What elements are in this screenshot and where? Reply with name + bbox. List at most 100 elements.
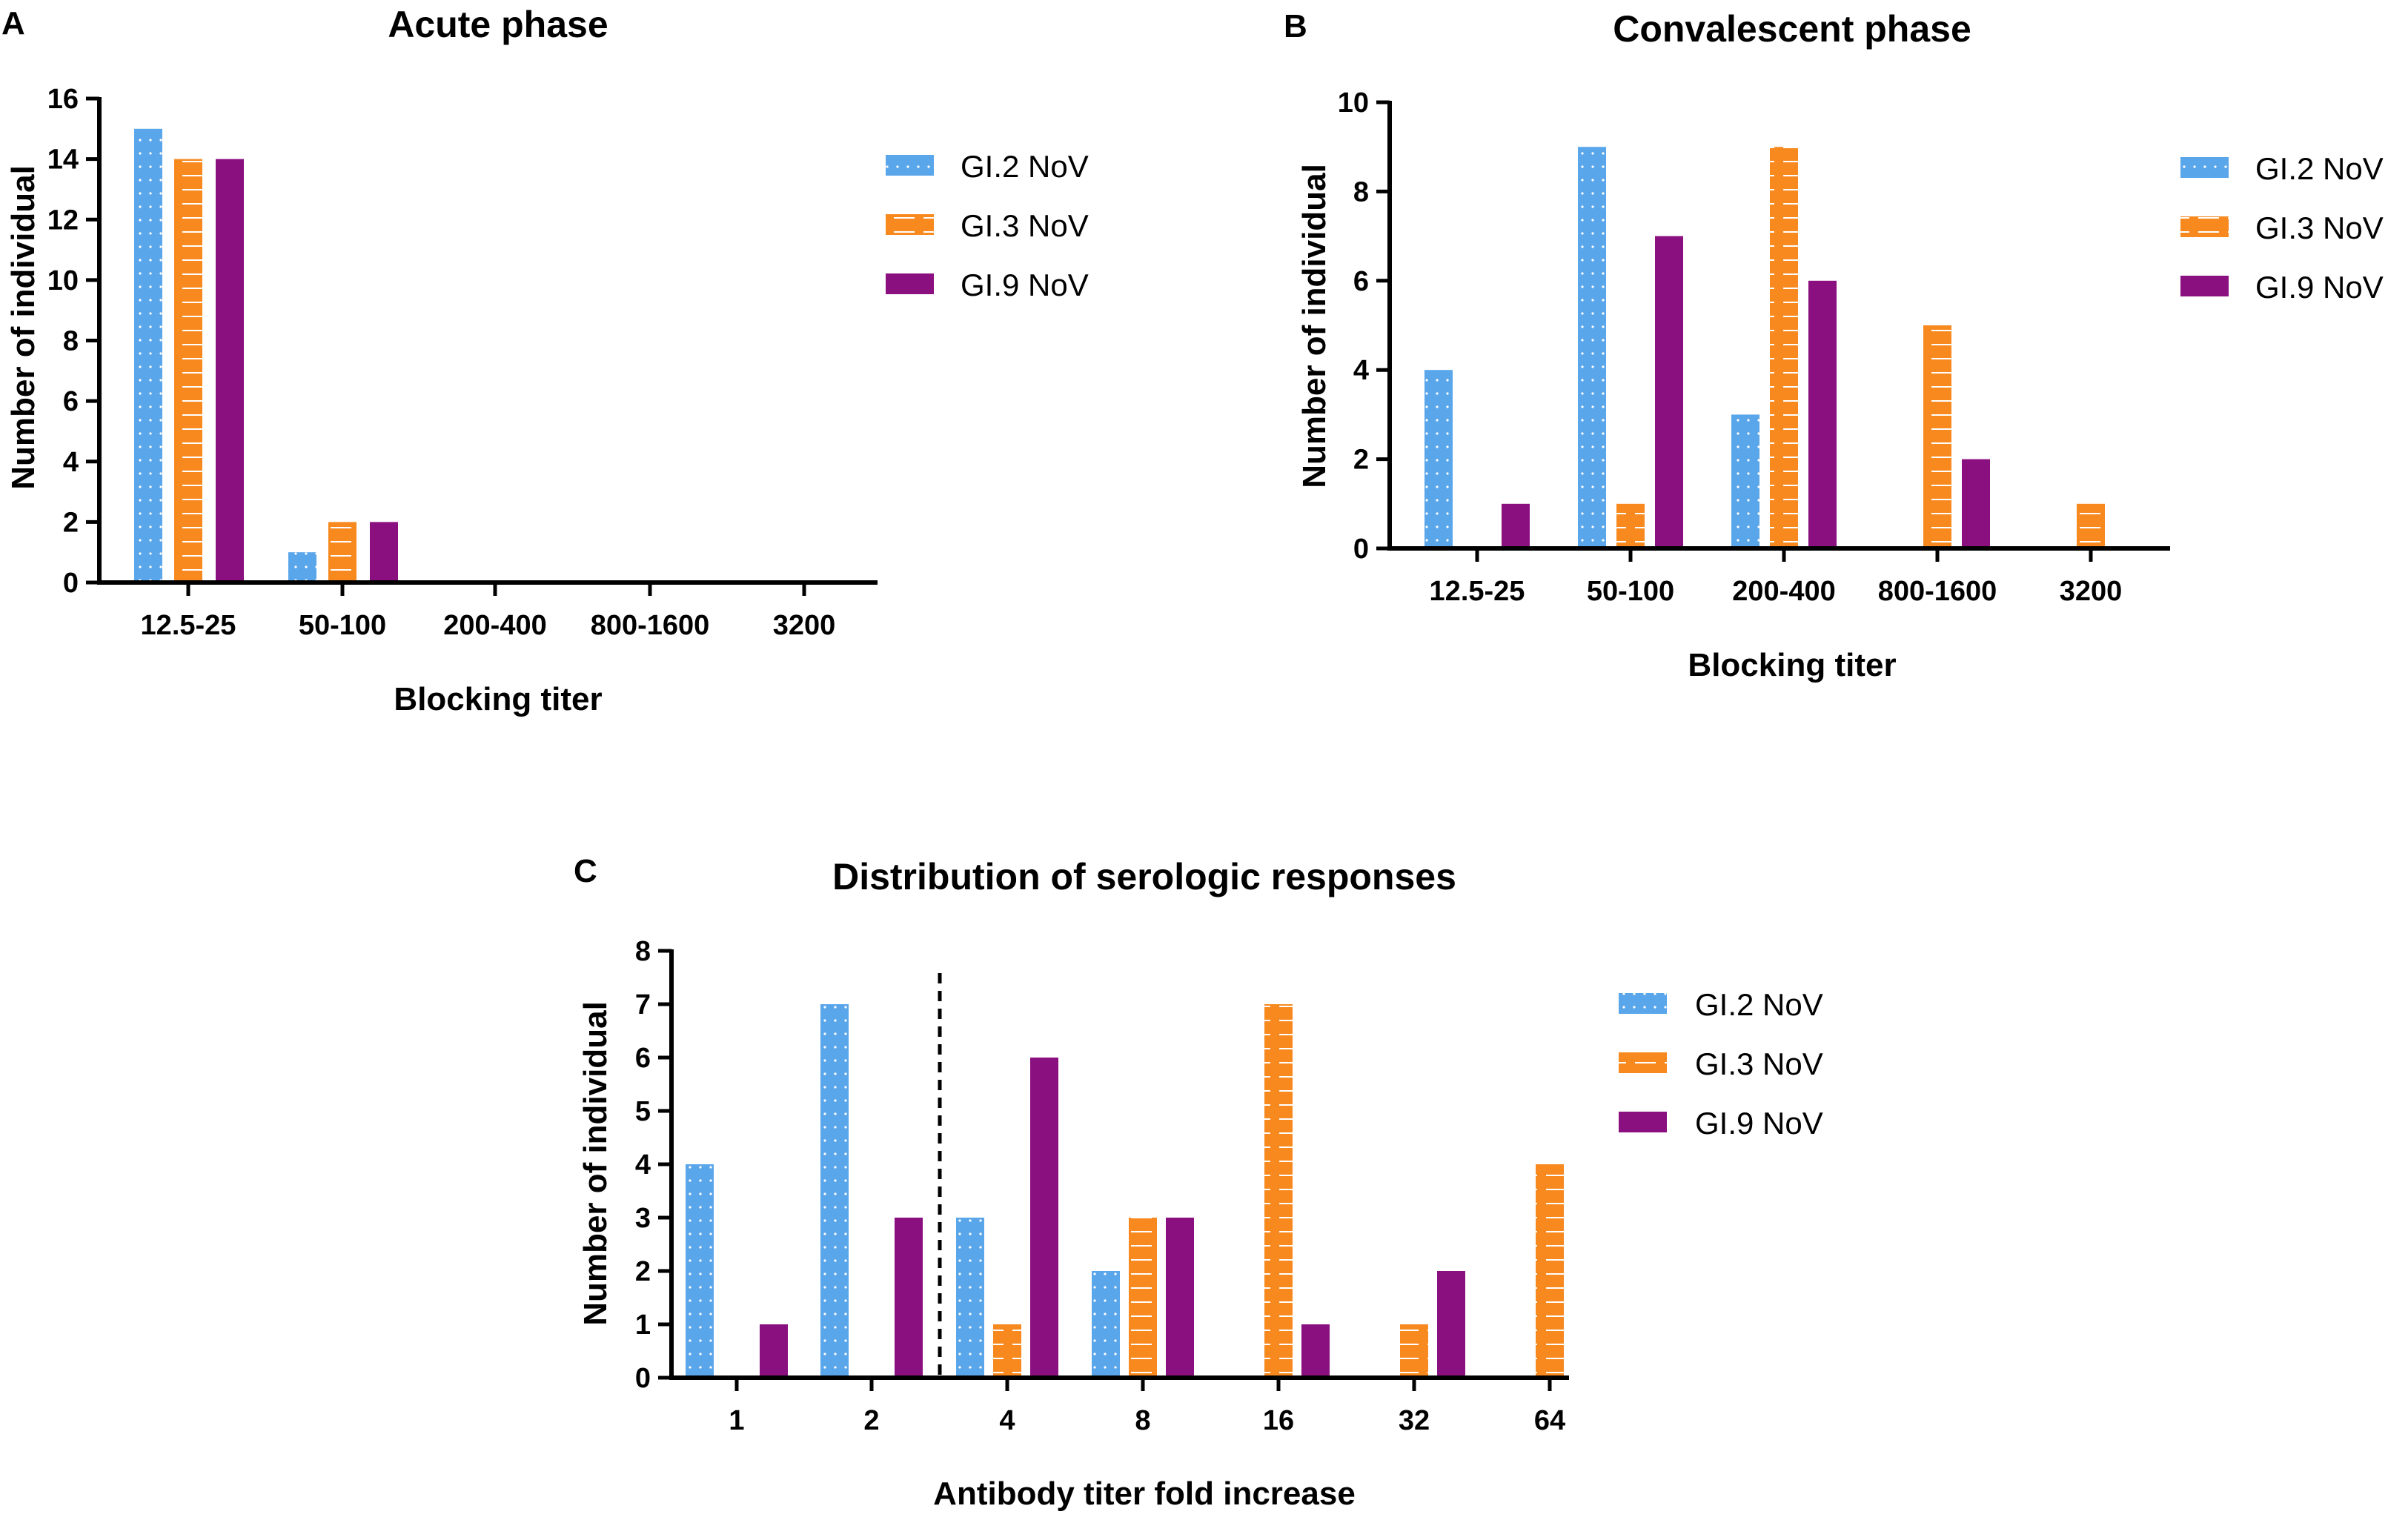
legend-swatch: [1619, 1112, 1667, 1132]
bar: [1030, 1058, 1058, 1378]
legend-label: GI.3 NoV: [1695, 1046, 1823, 1081]
panel-letter: B: [1284, 8, 1307, 44]
y-tick-label: 6: [635, 1043, 651, 1074]
legend: GI.2 NoV GI.3 NoV GI.9 NoV: [1619, 987, 1823, 1141]
legend-swatch: [886, 214, 934, 235]
bar: [1092, 1271, 1120, 1378]
bar: [174, 159, 202, 583]
bar: [370, 522, 398, 583]
bar: [1301, 1324, 1330, 1378]
axes: 0 2 4 6 8 10 12.5-25 50-100 200-400 800-1600 3200: [1338, 87, 2170, 607]
x-tick-label: 3200: [773, 610, 836, 641]
bar: [288, 552, 316, 583]
bars: [1424, 147, 2105, 548]
bar: [1437, 1271, 1465, 1378]
x-tick-label: 8: [1135, 1405, 1150, 1436]
x-tick-label: 64: [1534, 1405, 1565, 1436]
y-tick-label: 6: [1353, 266, 1369, 297]
legend-label: GI.9 NoV: [2255, 270, 2384, 305]
legend-label: GI.2 NoV: [2255, 151, 2384, 186]
legend-swatch: [2180, 276, 2229, 296]
legend-label: GI.3 NoV: [2255, 210, 2384, 245]
legend-swatch: [886, 273, 934, 294]
bar: [820, 1004, 849, 1378]
y-tick-label: 4: [63, 447, 79, 478]
y-tick-label: 10: [1338, 87, 1369, 119]
panel-letter: C: [574, 853, 597, 889]
panel-a: A Acute phase Number of individual Block…: [1, 4, 1089, 717]
y-tick-label: 4: [1353, 355, 1369, 386]
legend-swatch: [1619, 1052, 1667, 1073]
y-tick-label: 12: [47, 205, 79, 236]
bar: [1616, 503, 1645, 548]
bar: [1808, 280, 1837, 548]
y-tick-label: 0: [1353, 534, 1369, 565]
chart-title: Acute phase: [388, 4, 608, 45]
legend: GI.2 NoV GI.3 NoV GI.9 NoV: [2180, 151, 2384, 305]
bar: [2077, 503, 2105, 548]
bar: [956, 1218, 984, 1378]
bar: [328, 522, 356, 583]
y-tick-label: 16: [47, 84, 79, 115]
y-axis-label: Number of individual: [577, 1001, 614, 1326]
y-tick-label: 6: [63, 386, 79, 417]
bar: [686, 1164, 714, 1378]
legend-label: GI.3 NoV: [961, 208, 1089, 243]
y-tick-label: 8: [1353, 176, 1369, 208]
legend: GI.2 NoV GI.3 NoV GI.9 NoV: [886, 149, 1089, 302]
y-tick-label: 7: [635, 989, 651, 1020]
x-tick-label: 4: [999, 1405, 1015, 1436]
bar: [216, 159, 244, 583]
legend-swatch: [886, 155, 934, 176]
bar: [1731, 414, 1759, 548]
legend-swatch: [1619, 993, 1667, 1014]
bars: [686, 1004, 1564, 1378]
chart-title: Convalescent phase: [1613, 8, 1971, 50]
y-axis-label: Number of individual: [1296, 164, 1333, 488]
x-axis-label: Antibody titer fold increase: [933, 1476, 1356, 1512]
y-tick-label: 0: [63, 568, 79, 599]
axes: 0 1 2 3 4 5 6 7 8 1 2 4 8 16 32 64: [635, 936, 1569, 1436]
y-tick-label: 1: [635, 1310, 651, 1341]
panel-b: B Convalescent phase Number of individua…: [1284, 8, 2384, 683]
x-tick-label: 800-1600: [591, 610, 710, 641]
bar: [134, 128, 162, 583]
y-tick-label: 2: [63, 507, 79, 538]
panel-c: C Distribution of serologic responses Nu…: [574, 853, 1823, 1512]
bar: [1655, 236, 1683, 548]
x-tick-label: 2: [863, 1405, 879, 1436]
y-tick-label: 10: [47, 265, 79, 296]
bar: [1264, 1004, 1293, 1378]
y-axis-label: Number of individual: [5, 165, 42, 490]
y-tick-label: 3: [635, 1203, 651, 1234]
x-axis-label: Blocking titer: [394, 681, 602, 717]
bar: [1770, 147, 1798, 548]
y-tick-label: 2: [635, 1256, 651, 1287]
bar: [1502, 503, 1530, 548]
bar: [1400, 1324, 1428, 1378]
x-tick-label: 32: [1399, 1405, 1430, 1436]
x-tick-label: 1: [729, 1405, 744, 1436]
x-tick-label: 50-100: [1587, 576, 1674, 607]
x-tick-label: 3200: [2060, 576, 2123, 607]
x-tick-label: 200-400: [1732, 576, 1835, 607]
legend-label: GI.9 NoV: [961, 268, 1089, 302]
x-tick-label: 800-1600: [1878, 576, 1997, 607]
bar: [1962, 459, 1990, 548]
bar: [760, 1324, 788, 1378]
x-axis-label: Blocking titer: [1688, 647, 1896, 683]
bar: [1923, 325, 1951, 548]
x-tick-label: 50-100: [299, 610, 386, 641]
legend-label: GI.2 NoV: [961, 149, 1089, 184]
x-tick-label: 12.5-25: [141, 610, 236, 641]
bar: [1166, 1218, 1194, 1378]
bar: [1536, 1164, 1564, 1378]
y-tick-label: 2: [1353, 445, 1369, 476]
y-tick-label: 5: [635, 1096, 651, 1127]
y-tick-label: 0: [635, 1363, 651, 1394]
bar: [993, 1324, 1021, 1378]
y-tick-label: 14: [47, 145, 79, 176]
y-tick-label: 8: [635, 936, 651, 967]
bar: [1578, 147, 1606, 548]
